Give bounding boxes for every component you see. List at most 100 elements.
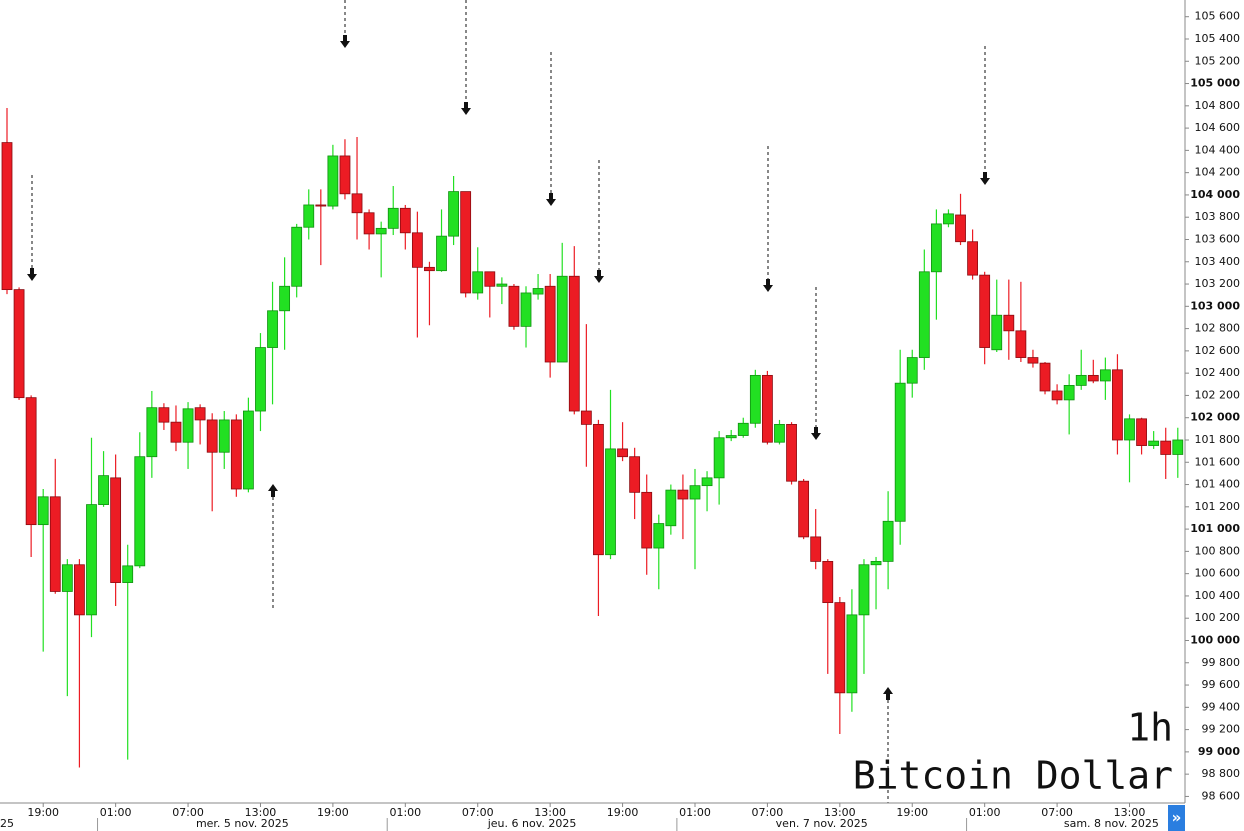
candle-body — [424, 266, 435, 272]
candle-body — [230, 419, 242, 490]
candle-body — [1112, 369, 1123, 441]
y-tick-label: 105 200 — [1195, 54, 1241, 67]
signal-up-arrow — [883, 687, 893, 700]
signals — [27, 0, 990, 803]
x-tick-label: 07:00 — [752, 806, 784, 819]
x-tick-label: 07:00 — [1041, 806, 1073, 819]
y-tick-label: 103 200 — [1195, 277, 1241, 290]
candle-body — [991, 314, 1003, 351]
candle-body — [351, 193, 363, 214]
candle-body — [255, 347, 266, 412]
x-tick-label: 13:00 — [824, 806, 856, 819]
candle-body — [74, 564, 85, 616]
candle-body — [508, 285, 520, 327]
y-tick-label: 102 400 — [1195, 366, 1241, 379]
x-tick-label: 19:00 — [317, 806, 349, 819]
candle-body — [218, 419, 230, 453]
candle-body — [1124, 418, 1135, 441]
candle-body — [339, 155, 351, 195]
x-tick-label: 07:00 — [462, 806, 494, 819]
candle-body — [713, 437, 725, 479]
interval-label: 1h — [1127, 706, 1173, 750]
candles — [1, 108, 1184, 768]
x-tick-label: 13:00 — [245, 806, 277, 819]
candle-body — [1063, 385, 1075, 401]
signal-down-arrow — [461, 102, 471, 115]
candle-body — [568, 275, 580, 412]
y-tick-label: 101 400 — [1195, 478, 1241, 491]
candle-body — [1172, 439, 1184, 455]
candle-body — [194, 407, 206, 421]
candle-body — [399, 207, 411, 234]
candle-body — [98, 475, 109, 505]
candle-body — [762, 374, 773, 443]
candle-body — [846, 614, 858, 694]
signal-down-arrow — [546, 193, 556, 206]
y-tick-label: 99 800 — [1202, 656, 1241, 669]
candle-body — [1075, 374, 1087, 386]
y-tick-label: 104 200 — [1195, 166, 1241, 179]
y-tick-label: 103 000 — [1190, 299, 1240, 312]
y-tick-label: 99 200 — [1202, 723, 1241, 736]
y-tick-label: 103 400 — [1195, 255, 1241, 268]
candle-body — [677, 489, 689, 500]
scroll-button[interactable] — [1168, 805, 1185, 831]
signal-down-arrow — [27, 268, 37, 281]
signal-down-arrow — [980, 172, 990, 185]
candle-body — [749, 374, 761, 424]
candle-body — [786, 423, 797, 482]
y-tick-label: 104 000 — [1190, 188, 1240, 201]
candle-body — [967, 241, 978, 276]
x-tick-label: 13:00 — [1114, 806, 1146, 819]
candle-body — [1099, 369, 1111, 382]
candle-body — [37, 496, 49, 526]
candle-body — [122, 565, 134, 583]
date-label: jeu. 6 nov. 2025 — [487, 817, 577, 830]
y-tick-label: 102 200 — [1195, 388, 1241, 401]
y-tick-label: 103 800 — [1195, 210, 1241, 223]
candle-body — [774, 423, 785, 443]
candle-body — [725, 435, 737, 439]
date-label: mer. 5 nov. 2025 — [196, 817, 289, 830]
date-label: sam. 8 nov. 2025 — [1064, 817, 1159, 830]
y-tick-label: 99 600 — [1202, 678, 1241, 691]
candle-body — [1087, 374, 1099, 382]
date-label: 25 — [0, 817, 14, 830]
candle-body — [1027, 357, 1039, 364]
candle-body — [858, 564, 870, 616]
candle-body — [387, 207, 399, 229]
y-tick-label: 100 200 — [1195, 611, 1241, 624]
y-tick-label: 105 400 — [1195, 32, 1241, 45]
candle-body — [1, 142, 13, 291]
candle-body — [822, 561, 834, 604]
candle-body — [641, 491, 653, 549]
candle-body — [544, 285, 556, 363]
candle-body — [182, 408, 194, 443]
candle-body — [206, 419, 218, 453]
candle-body — [472, 271, 484, 294]
candle-body — [363, 212, 375, 235]
candle-body — [448, 191, 459, 237]
y-tick-label: 98 800 — [1202, 767, 1241, 780]
candle-body — [134, 456, 146, 567]
candle-body — [810, 536, 822, 562]
candle-body — [411, 232, 423, 268]
candle-body — [1003, 314, 1015, 332]
y-tick-label: 104 400 — [1195, 143, 1241, 156]
y-tick-label: 104 800 — [1195, 99, 1241, 112]
candle-body — [532, 288, 544, 295]
y-tick-label: 101 800 — [1195, 433, 1241, 446]
candle-body — [242, 410, 254, 490]
candle-body — [291, 226, 303, 287]
candle-body — [605, 448, 616, 556]
candle-body — [918, 271, 930, 358]
signal-down-arrow — [763, 279, 773, 292]
candle-body — [870, 561, 882, 566]
candle-body — [496, 283, 508, 287]
candle-body — [894, 382, 906, 522]
candle-body — [580, 410, 592, 425]
candle-body — [375, 227, 387, 235]
scroll-button-label[interactable]: » — [1172, 809, 1182, 827]
